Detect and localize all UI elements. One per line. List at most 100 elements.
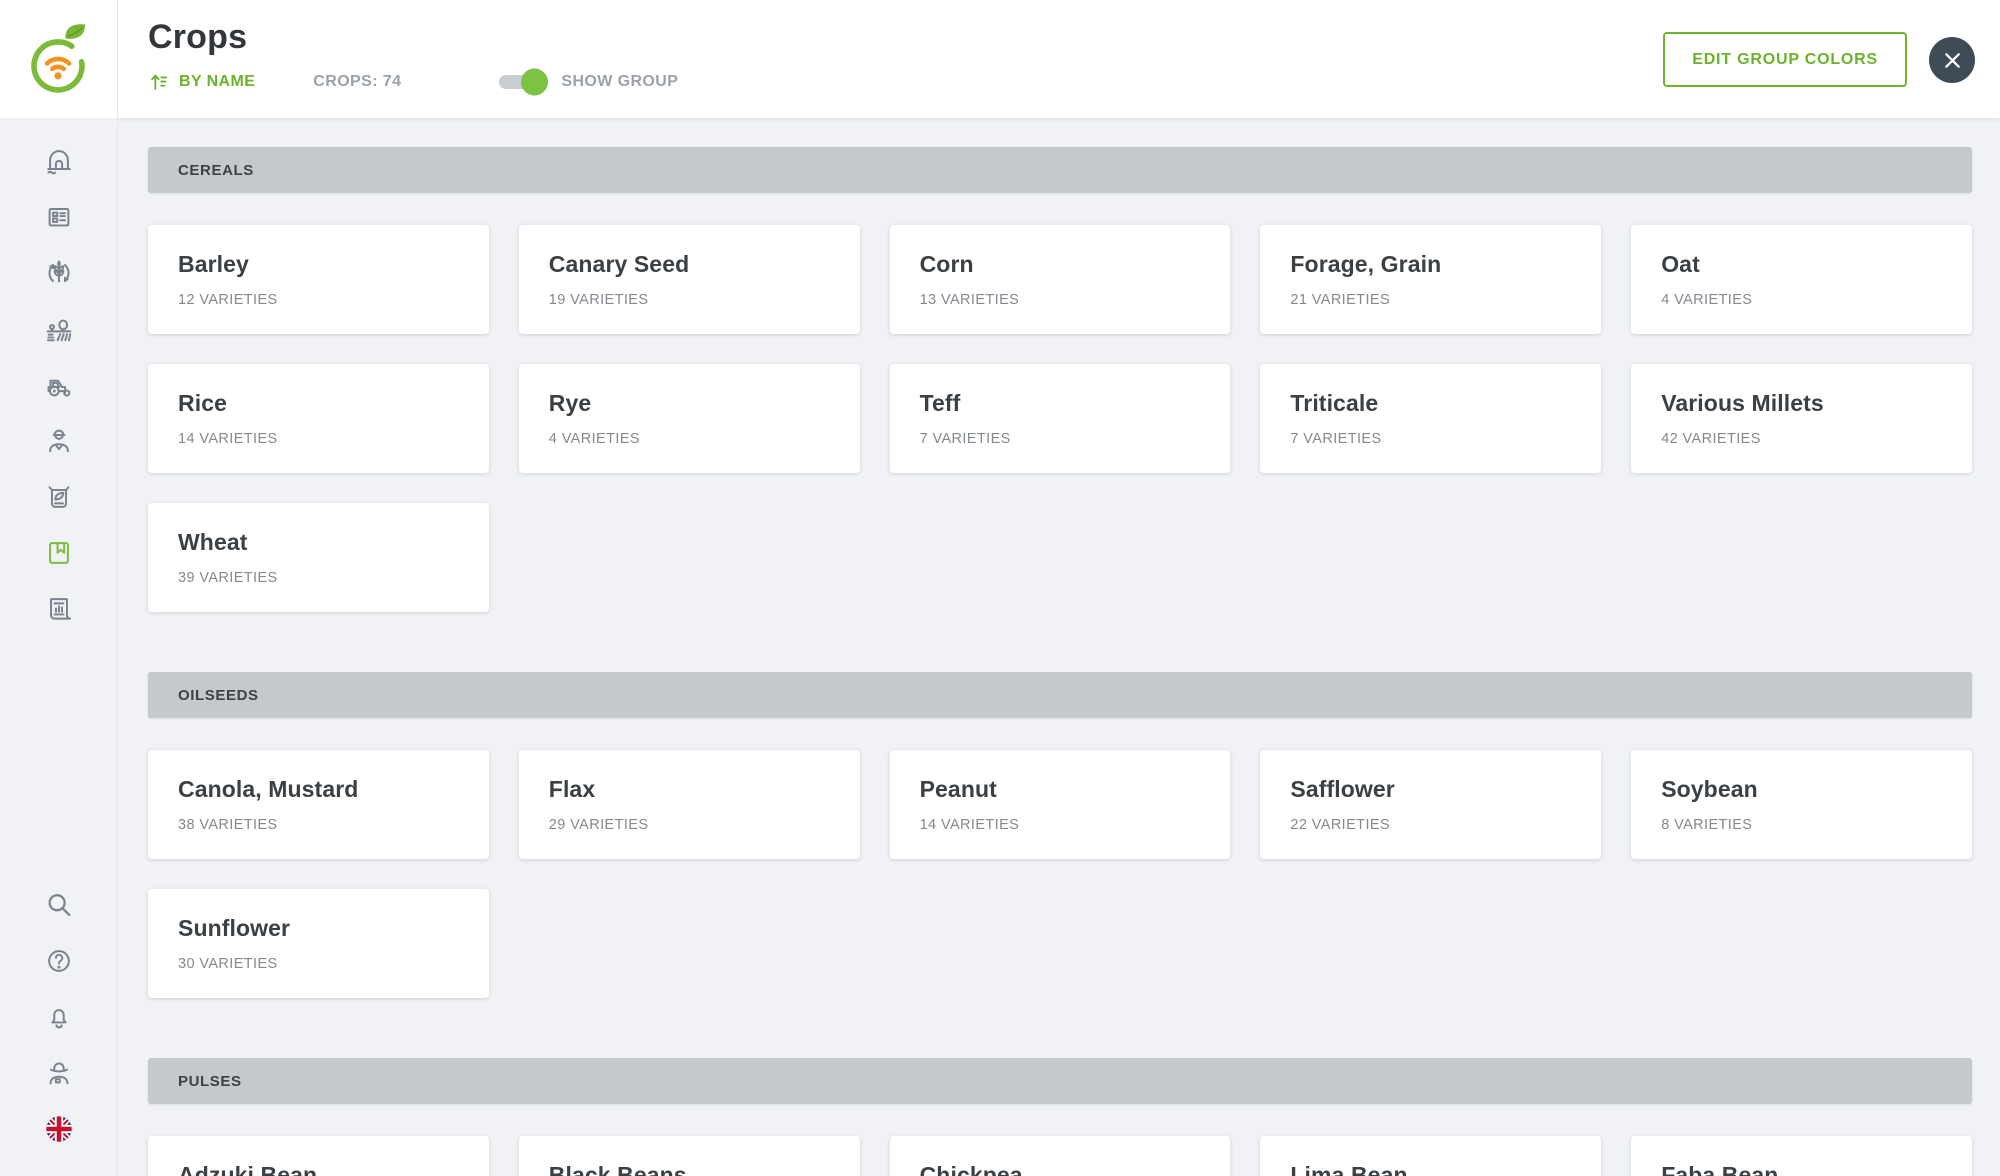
sidebar-item-crops-knowledge[interactable] [42, 538, 76, 568]
crop-card[interactable]: Forage, Grain 21 VARIETIES [1260, 225, 1602, 334]
sidebar-item-planning[interactable] [42, 202, 76, 232]
crop-card[interactable]: Sunflower 30 VARIETIES [148, 889, 489, 998]
crop-card[interactable]: Rye 4 VARIETIES [518, 364, 860, 473]
crop-name: Triticale [1290, 390, 1379, 416]
crop-name: Oat [1661, 251, 1700, 277]
group-header: CEREALS [148, 147, 1972, 193]
crop-name: Rye [548, 390, 592, 416]
app-logo[interactable] [0, 0, 117, 118]
crop-rotation-icon [48, 260, 69, 283]
crop-varieties-count: 13 VARIETIES [919, 292, 1020, 308]
crop-name: Flax [548, 776, 596, 802]
show-group-toggle[interactable]: SHOW GROUP [499, 68, 678, 96]
close-icon [1944, 52, 1960, 68]
crop-groups: CEREALS Barley 12 VARIETIES Canary Seed 19 V… [148, 147, 1972, 1176]
crop-card[interactable]: Triticale 7 VARIETIES [1260, 364, 1602, 473]
crop-card-grid: Canola, Mustard 38 VARIETIES Flax 29 VARIET… [148, 750, 1972, 998]
group-header: OILSEEDS [148, 672, 1972, 718]
crop-name: Sunflower [178, 915, 291, 941]
crop-varieties-count: 29 VARIETIES [548, 817, 649, 833]
crop-varieties-count: 7 VARIETIES [1290, 431, 1382, 447]
group-name: PULSES [178, 1072, 242, 1090]
fields-icon [46, 319, 71, 342]
sidebar-item-machinery[interactable] [42, 370, 76, 400]
sidebar-item-farm[interactable] [42, 146, 76, 176]
crop-name: Wheat [178, 529, 248, 555]
crop-card[interactable]: Flax 29 VARIETIES [518, 750, 860, 859]
crop-name: Soybean [1661, 776, 1758, 802]
crop-card[interactable]: Canary Seed 19 VARIETIES [518, 225, 860, 334]
sidebar-item-inventory[interactable] [42, 482, 76, 512]
crop-name: Canola, Mustard [178, 776, 359, 802]
crop-card[interactable]: Oat 4 VARIETIES [1631, 225, 1972, 334]
crops-count-label: CROPS: 74 [313, 73, 402, 90]
crop-card[interactable]: Chickpea [889, 1136, 1231, 1176]
crop-card[interactable]: Soybean 8 VARIETIES [1631, 750, 1972, 859]
crop-card[interactable]: Canola, Mustard 38 VARIETIES [148, 750, 489, 859]
crop-card-grid: Adzuki Bean Black Beans Chickpea Lima Bean F… [148, 1136, 1972, 1176]
close-button[interactable] [1929, 37, 1975, 83]
account-icon [49, 1062, 68, 1085]
crop-card[interactable]: Wheat 39 VARIETIES [148, 503, 489, 612]
help-icon [47, 950, 70, 972]
crop-name: Adzuki Bean [178, 1162, 318, 1176]
crop-varieties-count: 42 VARIETIES [1661, 431, 1761, 447]
sidebar-item-language[interactable] [42, 1114, 76, 1144]
crop-varieties-count: 21 VARIETIES [1290, 292, 1391, 308]
crop-card[interactable]: Faba Bean [1631, 1136, 1972, 1176]
crop-name: Safflower [1290, 776, 1395, 802]
toggle-track [499, 68, 549, 96]
crop-name: Chickpea [919, 1162, 1023, 1176]
crop-card[interactable]: Corn 13 VARIETIES [889, 225, 1231, 334]
crops-content: CEREALS Barley 12 VARIETIES Canary Seed 19 V… [118, 118, 2000, 1176]
sort-by-name-control[interactable]: BY NAME [148, 71, 255, 93]
crop-card[interactable]: Rice 14 VARIETIES [148, 364, 489, 473]
crop-card[interactable]: Teff 7 VARIETIES [889, 364, 1231, 473]
crop-name: Lima Bean [1290, 1162, 1408, 1176]
crop-name: Various Millets [1661, 390, 1824, 416]
sidebar-item-fields[interactable] [42, 314, 76, 344]
language-flag-uk-icon [45, 1116, 72, 1142]
crop-varieties-count: 22 VARIETIES [1290, 817, 1391, 833]
sidebar-item-crop-rotation[interactable] [42, 258, 76, 288]
notifications-icon [50, 1009, 67, 1029]
sidebar-item-help[interactable] [42, 946, 76, 976]
group-header: PULSES [148, 1058, 1972, 1104]
edit-group-colors-button[interactable]: EDIT GROUP COLORS [1663, 32, 1907, 87]
crop-varieties-count: 4 VARIETIES [548, 431, 640, 447]
sort-by-name-label: BY NAME [179, 73, 256, 90]
inventory-icon [48, 486, 69, 508]
crop-name: Teff [919, 390, 961, 416]
crop-varieties-count: 39 VARIETIES [178, 570, 278, 586]
sort-ascending-icon [151, 74, 168, 90]
crop-card[interactable]: Black Beans [518, 1136, 860, 1176]
crop-card[interactable]: Various Millets 42 VARIETIES [1631, 364, 1972, 473]
crop-name: Peanut [919, 776, 997, 802]
crop-card[interactable]: Peanut 14 VARIETIES [889, 750, 1231, 859]
crop-varieties-count: 4 VARIETIES [1661, 292, 1753, 308]
sidebar-item-reports[interactable] [42, 594, 76, 624]
search-icon [48, 894, 70, 917]
sidebar-item-workforce[interactable] [42, 426, 76, 456]
sidebar-item-account[interactable] [42, 1058, 76, 1088]
crop-card-grid: Barley 12 VARIETIES Canary Seed 19 VARIETIE… [148, 225, 1972, 612]
reports-icon [49, 598, 71, 620]
sidebar-item-search[interactable] [42, 890, 76, 920]
sidebar-item-notifications[interactable] [42, 1002, 76, 1032]
planning-icon [48, 208, 69, 227]
crop-varieties-count: 30 VARIETIES [178, 956, 278, 972]
crop-varieties-count: 7 VARIETIES [919, 431, 1011, 447]
crop-card[interactable]: Safflower 22 VARIETIES [1260, 750, 1602, 859]
crop-varieties-count: 14 VARIETIES [178, 431, 278, 447]
machinery-icon [47, 379, 70, 397]
page-title: Crops [148, 18, 248, 56]
sidebar-nav [0, 118, 117, 624]
crop-varieties-count: 14 VARIETIES [919, 817, 1020, 833]
crop-name: Canary Seed [548, 251, 690, 277]
crop-card[interactable]: Lima Bean [1260, 1136, 1602, 1176]
crop-name: Black Beans [548, 1162, 687, 1176]
crop-card[interactable]: Adzuki Bean [148, 1136, 489, 1176]
crop-name: Corn [919, 251, 974, 277]
crop-card[interactable]: Barley 12 VARIETIES [148, 225, 489, 334]
crop-varieties-count: 12 VARIETIES [178, 292, 278, 308]
